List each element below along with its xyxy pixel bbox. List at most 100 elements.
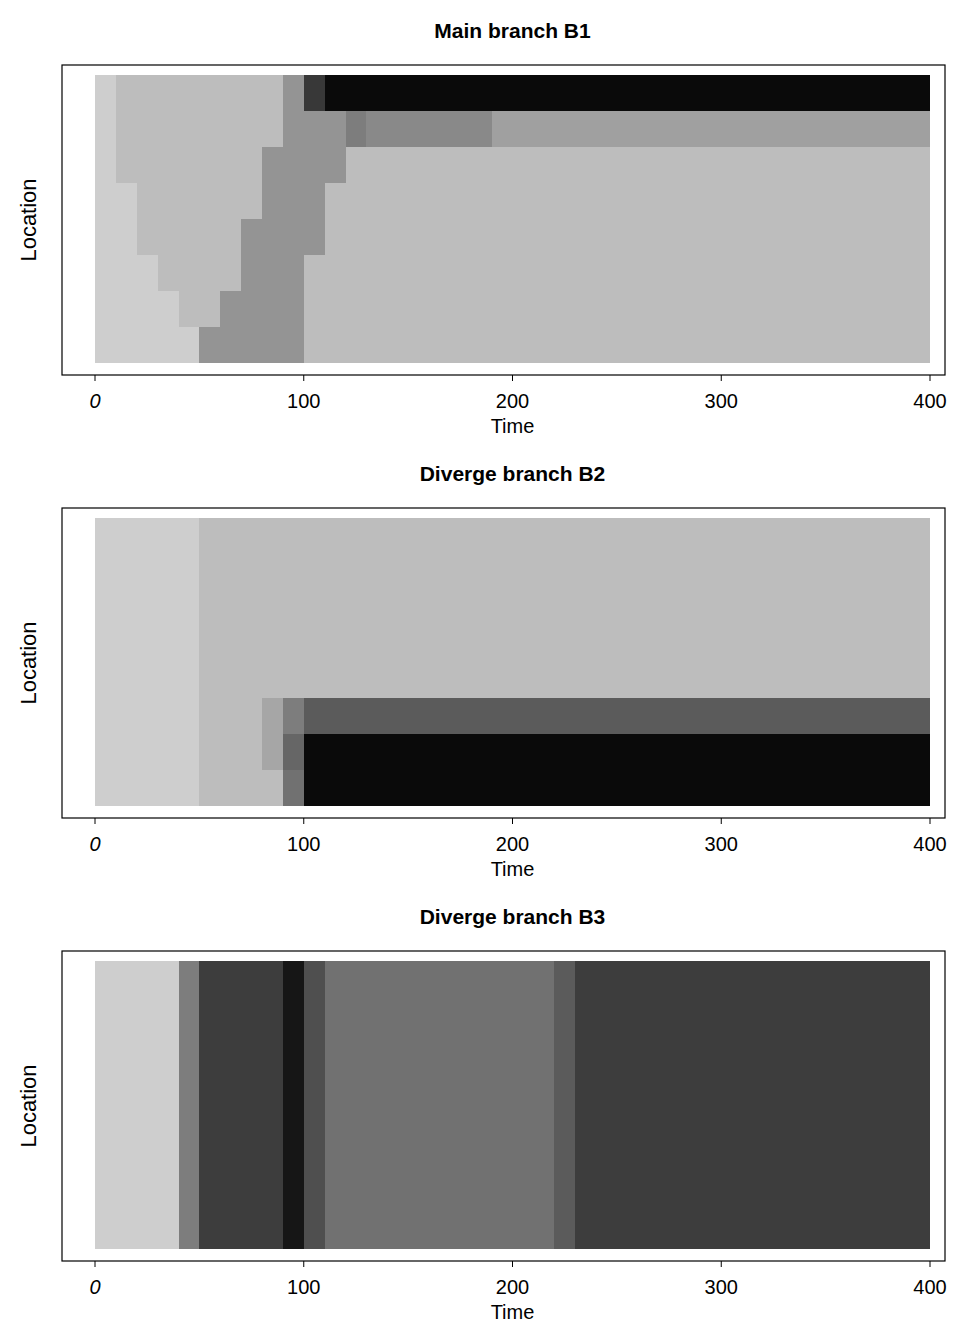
cell [220, 1177, 241, 1214]
cell [575, 1033, 596, 1070]
cell [596, 111, 617, 148]
cell [680, 219, 701, 256]
cell [325, 590, 346, 627]
cell [638, 291, 659, 328]
cell [241, 219, 262, 256]
cell [596, 1177, 617, 1214]
cell [617, 698, 638, 735]
cell [199, 518, 220, 555]
cell [742, 327, 763, 363]
cell [429, 75, 450, 112]
cell [680, 147, 701, 184]
cell [179, 111, 200, 148]
cell [492, 1105, 513, 1142]
cell [784, 590, 805, 627]
cell [721, 997, 742, 1034]
cell [826, 147, 847, 184]
cell [826, 255, 847, 292]
cell [575, 183, 596, 220]
cell [596, 590, 617, 627]
cell [680, 770, 701, 806]
cell [450, 1033, 471, 1070]
cell [325, 111, 346, 148]
cell [346, 327, 367, 363]
cell [408, 111, 429, 148]
axis-title: Location [16, 178, 41, 261]
cell [429, 147, 450, 184]
cell [617, 327, 638, 363]
cell [95, 1213, 116, 1249]
cell [346, 734, 367, 771]
cell [742, 1213, 763, 1249]
cell [262, 961, 283, 998]
cell [784, 183, 805, 220]
cell [596, 219, 617, 256]
cell [408, 770, 429, 806]
title: Diverge branch B2 [420, 462, 606, 485]
cell [408, 734, 429, 771]
cell [304, 698, 325, 735]
cell [533, 626, 554, 663]
cell [888, 1177, 909, 1214]
cell [554, 626, 575, 663]
cell [721, 291, 742, 328]
cell [179, 1105, 200, 1142]
cell [158, 1213, 179, 1249]
cell [179, 1033, 200, 1070]
axis-title: Time [491, 415, 535, 437]
cell [304, 1105, 325, 1142]
cell [575, 662, 596, 699]
cell [137, 1213, 158, 1249]
cell [763, 698, 784, 735]
cell [95, 554, 116, 591]
cell [909, 111, 930, 148]
cell [283, 698, 304, 735]
cell [763, 1213, 784, 1249]
cell [471, 626, 492, 663]
cell [241, 554, 262, 591]
cell [554, 997, 575, 1034]
cell [659, 1141, 680, 1178]
cell [95, 147, 116, 184]
cell [241, 111, 262, 148]
cell [116, 518, 137, 555]
cell [700, 147, 721, 184]
cell [888, 219, 909, 256]
cell [220, 111, 241, 148]
cell [617, 1069, 638, 1106]
axis-title: Time [491, 1301, 535, 1323]
cell [199, 554, 220, 591]
tick-label: 0 [89, 833, 100, 855]
cell [680, 626, 701, 663]
cell [241, 183, 262, 220]
cell [408, 183, 429, 220]
cell [241, 147, 262, 184]
cell [429, 997, 450, 1034]
cell [346, 1105, 367, 1142]
cell [179, 255, 200, 292]
cell [680, 1213, 701, 1249]
cell [387, 626, 408, 663]
cell [513, 1105, 534, 1142]
cell [471, 997, 492, 1034]
cell [617, 997, 638, 1034]
cell [533, 554, 554, 591]
cell [721, 1141, 742, 1178]
cell [533, 1213, 554, 1249]
cell [492, 255, 513, 292]
cell [199, 1141, 220, 1178]
cell [199, 997, 220, 1034]
cell [617, 1033, 638, 1070]
cell [596, 626, 617, 663]
cell [742, 1033, 763, 1070]
cell [116, 590, 137, 627]
cell [909, 662, 930, 699]
cell [492, 291, 513, 328]
cell [805, 1141, 826, 1178]
cell [847, 698, 868, 735]
cell [680, 518, 701, 555]
cell [387, 662, 408, 699]
cell [700, 626, 721, 663]
cell [492, 997, 513, 1034]
cell [95, 997, 116, 1034]
